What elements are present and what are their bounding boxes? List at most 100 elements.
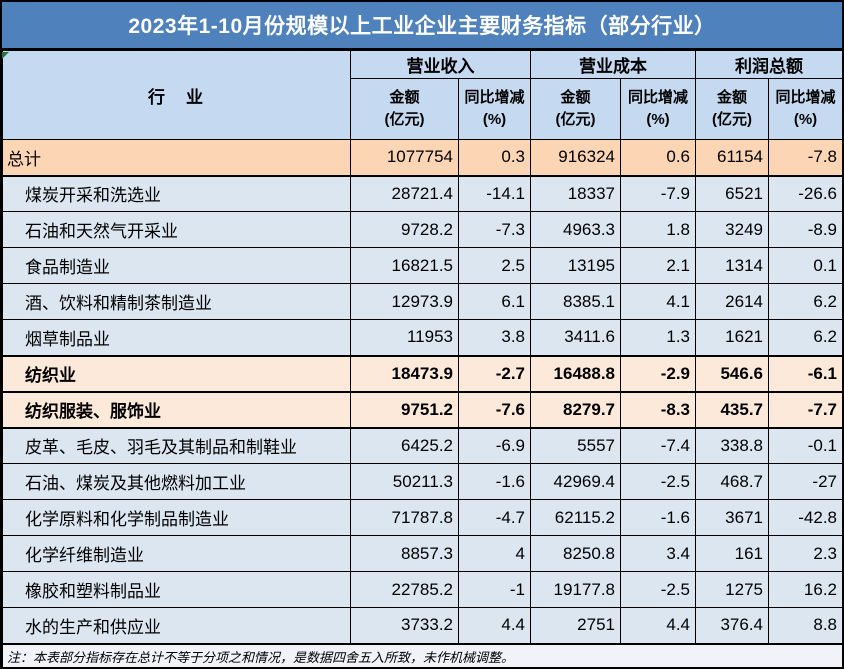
value-cell: 435.7 — [695, 390, 769, 429]
value-cell: 3.8 — [458, 319, 531, 356]
table-row: 煤炭开采和洗选业 28721.4 -14.1 18337 -7.9 6521 -26.6 — [2, 175, 842, 212]
table-row: 食品制造业 16821.5 2.5 13195 2.1 1314 0.1 — [2, 247, 842, 284]
industry-cell: 化学原料和化学制品制造业 — [2, 499, 351, 536]
subheader-pct-line2: (%) — [482, 111, 507, 128]
value-cell: 8385.1 — [530, 283, 621, 320]
table-row: 石油和天然气开采业 9728.2 -7.3 4963.3 1.8 3249 -8.9 — [2, 211, 842, 248]
value-cell: 0.3 — [458, 139, 531, 177]
group-header-cell-revenue: 营业收入 — [350, 50, 531, 79]
value-cell: 338.8 — [695, 427, 769, 464]
value-cell: -2.9 — [620, 354, 696, 393]
subheader-pct-line2: (%) — [646, 111, 670, 128]
industry-cell: 烟草制品业 — [2, 319, 351, 356]
industry-cell: 皮革、毛皮、羽毛及其制品和制鞋业 — [2, 427, 351, 464]
value-cell: 8857.3 — [350, 535, 459, 572]
subheader-pct-line1: 同比增减 — [775, 88, 836, 106]
value-cell: 28721.4 — [350, 175, 459, 212]
group-header-cell-cost: 营业成本 — [530, 50, 696, 79]
value-cell: -2.5 — [620, 463, 696, 500]
value-cell: 2.1 — [620, 247, 696, 284]
value-cell: 62115.2 — [530, 499, 621, 536]
value-cell: 916324 — [530, 139, 621, 177]
industry-cell: 煤炭开采和洗选业 — [2, 175, 351, 212]
subheader-amount-line1: 金额 — [560, 88, 591, 106]
value-cell: 50211.3 — [350, 463, 459, 500]
value-cell: 2751 — [530, 607, 621, 644]
value-cell: -42.8 — [768, 499, 842, 536]
table-row: 橡胶和塑料制品业 22785.2 -1 19177.8 -2.5 1275 16.2 — [2, 571, 842, 608]
table-row: 化学原料和化学制品制造业 71787.8 -4.7 62115.2 -1.6 3671 -4… — [2, 499, 842, 536]
industry-cell: 石油、煤炭及其他燃料加工业 — [2, 463, 351, 500]
value-cell: 468.7 — [695, 463, 769, 500]
value-cell: 3249 — [695, 211, 769, 248]
footnote-text: 注：本表部分指标存在总计不等于分项之和情况，是数据四舍五入所致，未作机械调整。 — [2, 642, 842, 667]
value-cell: -7.3 — [458, 211, 531, 248]
error-indicator-icon — [2, 52, 9, 59]
value-cell: 1.8 — [620, 211, 696, 248]
industry-cell: 橡胶和塑料制品业 — [2, 571, 351, 608]
value-cell: 16821.5 — [350, 247, 459, 284]
value-cell: 2.5 — [458, 247, 531, 284]
value-cell: -7.9 — [620, 175, 696, 212]
value-cell: 0.1 — [768, 247, 842, 284]
table-header: 行 业 营业收入 营业成本 利润总额 金额 (亿元) 同比增减 (%) 金额 (… — [2, 50, 842, 140]
industry-cell: 纺织业 — [2, 354, 351, 393]
table-body: 总计 1077754 0.3 916324 0.6 61154 -7.8 煤炭开采和洗选业 28… — [2, 139, 842, 644]
value-cell: -1.6 — [458, 463, 531, 500]
value-cell: 8250.8 — [530, 535, 621, 572]
value-cell: 1275 — [695, 571, 769, 608]
value-cell: 1314 — [695, 247, 769, 284]
value-cell: 4.1 — [620, 283, 696, 320]
value-cell: 6.1 — [458, 283, 531, 320]
value-cell: 42969.4 — [530, 463, 621, 500]
table-row: 石油、煤炭及其他燃料加工业 50211.3 -1.6 42969.4 -2.5 468.7… — [2, 463, 842, 500]
subheader-amount-line1: 金额 — [716, 88, 747, 106]
value-cell: 8279.7 — [530, 390, 621, 429]
value-cell: 16488.8 — [530, 354, 621, 393]
industry-cell: 水的生产和供应业 — [2, 607, 351, 644]
value-cell: 6.2 — [768, 319, 842, 356]
value-cell: 3671 — [695, 499, 769, 536]
subheader-amount-cell: 金额 (亿元) — [350, 78, 459, 140]
footnote-row: 注：本表部分指标存在总计不等于分项之和情况，是数据四舍五入所致，未作机械调整。 — [2, 642, 842, 667]
value-cell: -7.7 — [768, 390, 842, 429]
value-cell: 18473.9 — [350, 354, 459, 393]
value-cell: 0.6 — [620, 139, 696, 177]
group-header-cell-profit: 利润总额 — [695, 50, 842, 79]
value-cell: -1 — [458, 571, 531, 608]
value-cell: 161 — [695, 535, 769, 572]
value-cell: 61154 — [695, 139, 769, 177]
value-cell: 4 — [458, 535, 531, 572]
value-cell: -8.3 — [620, 390, 696, 429]
value-cell: 5557 — [530, 427, 621, 464]
subheader-pct-line2: (%) — [793, 111, 818, 128]
value-cell: 8.8 — [768, 607, 842, 644]
value-cell: 9751.2 — [350, 390, 459, 429]
subheader-pct-line1: 同比增减 — [627, 88, 688, 106]
value-cell: -2.5 — [620, 571, 696, 608]
value-cell: -4.7 — [458, 499, 531, 536]
value-cell: 18337 — [530, 175, 621, 212]
value-cell: 6.2 — [768, 283, 842, 320]
industry-cell: 化学纤维制造业 — [2, 535, 351, 572]
title-bar: 2023年1-10月份规模以上工业企业主要财务指标（部分行业） — [2, 2, 842, 50]
value-cell: -27 — [768, 463, 842, 500]
subheader-amount-line1: 金额 — [389, 88, 420, 106]
subheader-amount-line2: (亿元) — [384, 111, 425, 128]
value-cell: 6521 — [695, 175, 769, 212]
value-cell: 4.4 — [620, 607, 696, 644]
value-cell: -8.9 — [768, 211, 842, 248]
subheader-amount-cell: 金额 (亿元) — [695, 78, 769, 140]
value-cell: 2.3 — [768, 535, 842, 572]
value-cell: 376.4 — [695, 607, 769, 644]
highlight-row: 纺织服装、服饰业 9751.2 -7.6 8279.7 -8.3 435.7 -7.7 — [2, 390, 842, 429]
value-cell: -1.6 — [620, 499, 696, 536]
value-cell: 22785.2 — [350, 571, 459, 608]
value-cell: 9728.2 — [350, 211, 459, 248]
data-table: 行 业 营业收入 营业成本 利润总额 金额 (亿元) 同比增减 (%) 金额 (… — [2, 50, 842, 667]
industry-cell: 纺织服装、服饰业 — [2, 390, 351, 429]
value-cell: 3411.6 — [530, 319, 621, 356]
value-cell: 6425.2 — [350, 427, 459, 464]
value-cell: -0.1 — [768, 427, 842, 464]
